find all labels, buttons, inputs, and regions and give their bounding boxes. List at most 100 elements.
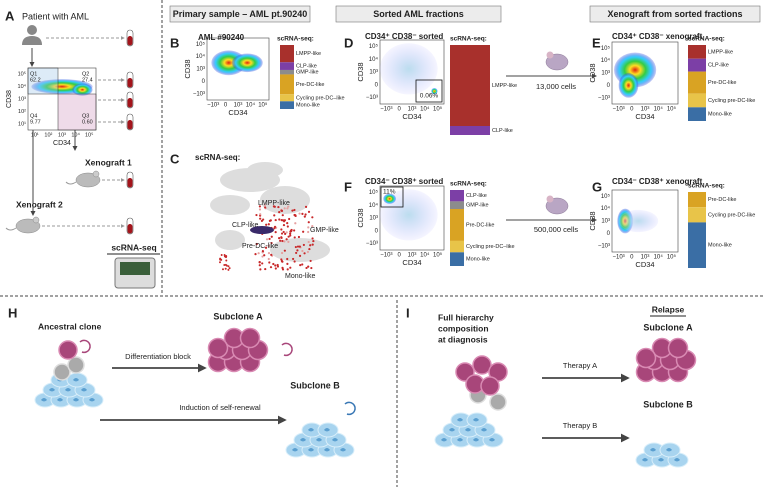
umap-cell	[221, 268, 224, 271]
mouse-ear	[546, 195, 554, 203]
nucleus	[308, 448, 314, 452]
umap-cell	[298, 245, 301, 248]
umap-cell	[281, 268, 285, 271]
nucleus	[81, 388, 87, 392]
cell-grey	[489, 393, 507, 411]
x-tick-label: 10⁴	[654, 106, 664, 113]
y-tick-label: 10⁴	[369, 56, 379, 63]
cluster-label: GMP-like	[310, 227, 339, 234]
x-tick-label: 0	[398, 253, 402, 259]
nucleus	[300, 438, 306, 442]
nucleus	[340, 448, 346, 452]
umap-cell	[293, 229, 296, 232]
umap-cell	[304, 205, 308, 208]
nucleus	[473, 418, 479, 422]
nucleus	[73, 378, 79, 382]
tube-blood	[127, 98, 133, 108]
umap-cell	[303, 215, 306, 218]
umap-cell	[289, 266, 292, 269]
umap-cell	[295, 251, 298, 255]
umap-cell	[306, 250, 310, 254]
y-tick-label: 10²	[18, 109, 26, 115]
bar-title: scRNA-seq:	[277, 36, 314, 43]
density	[383, 193, 396, 204]
panel-letter: E	[592, 35, 601, 50]
umap-cell	[292, 257, 295, 261]
y-tick-label: 10⁵	[18, 71, 26, 78]
umap-cell	[296, 249, 299, 252]
nucleus	[642, 458, 648, 462]
umap-cell	[225, 264, 228, 267]
umap-cell	[284, 232, 287, 235]
plot-frame	[27, 67, 97, 131]
umap-cell	[261, 249, 265, 253]
nucleus	[292, 448, 298, 452]
umap-cell	[283, 207, 286, 210]
panel-title: CD34⁺ CD38⁻ sorted	[365, 32, 443, 41]
umap-cell	[286, 222, 289, 225]
y-tick-label: 10⁵	[369, 43, 379, 50]
umap-cell	[280, 232, 284, 235]
umap-cell	[270, 235, 273, 238]
quadrant-label: 0.60	[82, 119, 93, 125]
bar-segment	[688, 58, 706, 72]
umap-cell	[286, 268, 289, 271]
caption: Therapy B	[563, 421, 598, 430]
umap-cell	[280, 258, 283, 261]
umap-cell	[287, 235, 290, 238]
caption: Subclone B	[643, 399, 693, 409]
x-tick-label: 10⁴	[420, 106, 430, 113]
bar-segment	[688, 192, 706, 208]
cluster-label: CLP-like	[232, 222, 259, 229]
x-tick-label: −10³	[207, 103, 219, 109]
density	[431, 88, 438, 95]
caption: Ancestral clone	[38, 321, 102, 331]
bar-label: Mono-like	[296, 103, 320, 109]
umap-cell	[255, 213, 258, 217]
nucleus	[658, 458, 664, 462]
caption: Relapse	[652, 304, 685, 314]
umap-cell	[258, 264, 261, 267]
umap-cell	[267, 257, 270, 261]
umap-cell	[301, 249, 304, 253]
bar-segment	[688, 93, 706, 108]
umap-cell	[223, 254, 226, 257]
axis-label: CD38	[356, 208, 365, 227]
gate	[57, 93, 97, 131]
x-tick-label: 10⁴	[71, 131, 80, 138]
nucleus	[449, 428, 455, 432]
y-tick-label: 10⁴	[601, 57, 611, 64]
density	[231, 53, 263, 73]
bar-segment	[280, 101, 294, 109]
bar-segment	[450, 240, 464, 253]
caption: at diagnosis	[438, 334, 488, 344]
umap-cell	[261, 262, 264, 265]
umap-cell	[293, 208, 296, 212]
umap-cell	[311, 237, 314, 240]
gate	[27, 67, 59, 95]
umap-cell	[294, 214, 297, 218]
umap-cell	[280, 228, 283, 231]
umap-cell	[273, 225, 277, 228]
bar-segment	[450, 252, 464, 266]
umap-cell	[267, 251, 271, 255]
umap-cell	[264, 246, 268, 249]
umap-cell	[298, 254, 302, 257]
panel-title: CD34⁻ CD38⁺ sorted	[365, 177, 443, 186]
umap-cell	[228, 267, 231, 270]
umap-cloud	[210, 195, 250, 215]
y-tick-label: 10³	[369, 216, 378, 222]
bar-label: GMP-like	[296, 70, 319, 76]
x-tick-label: 10³	[641, 107, 650, 113]
caption: Patient with AML	[22, 11, 89, 21]
umap-cell	[267, 244, 270, 247]
bar-segment	[688, 71, 706, 94]
nucleus	[489, 438, 495, 442]
axis-label: CD34	[53, 140, 71, 147]
quadrant-label: 27.4	[82, 77, 93, 83]
umap-cell	[305, 266, 308, 270]
cluster-label: LMPP-like	[258, 200, 290, 207]
header: Sorted AML fractions	[373, 9, 464, 19]
x-tick-label: 10⁵	[258, 102, 268, 109]
bar-label: Cycling pre-DC-like	[708, 212, 755, 218]
